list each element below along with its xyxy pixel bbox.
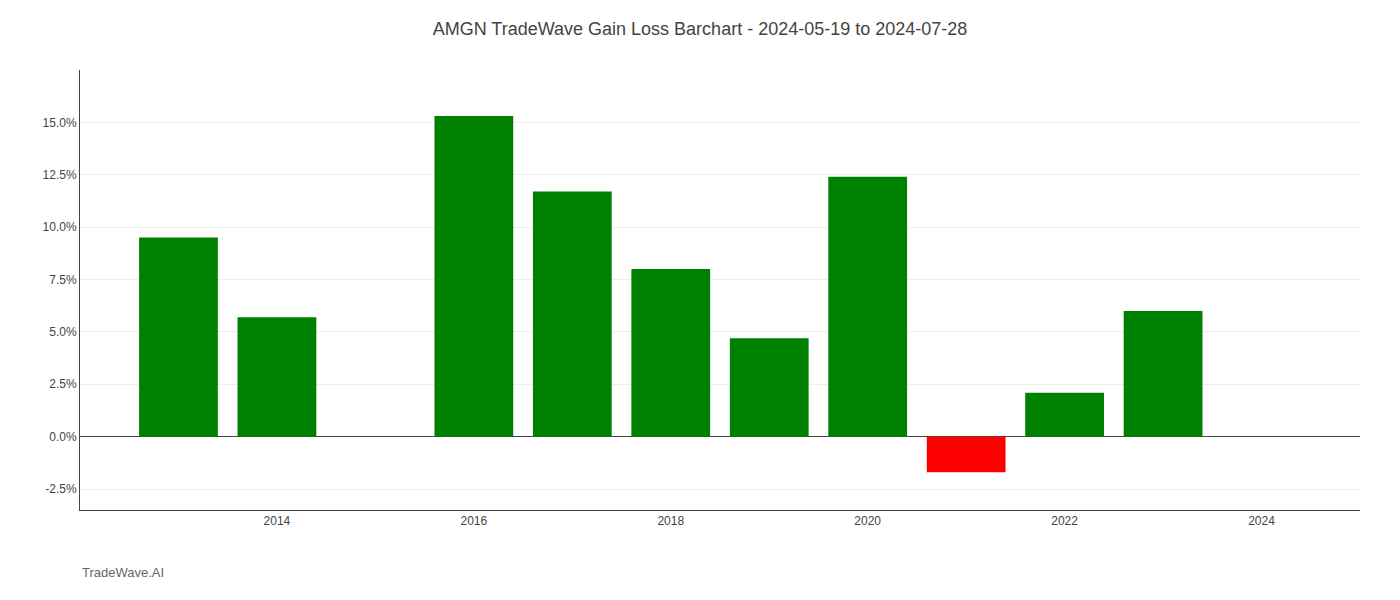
svg-text:12.5%: 12.5% xyxy=(43,168,77,182)
svg-text:0.0%: 0.0% xyxy=(49,430,77,444)
svg-text:7.5%: 7.5% xyxy=(49,273,77,287)
svg-text:10.0%: 10.0% xyxy=(43,220,77,234)
svg-text:2.5%: 2.5% xyxy=(49,377,77,391)
svg-text:AMGN TradeWave Gain Loss Barch: AMGN TradeWave Gain Loss Barchart - 2024… xyxy=(433,19,968,39)
svg-text:5.0%: 5.0% xyxy=(49,325,77,339)
svg-text:TradeWave.AI: TradeWave.AI xyxy=(82,565,164,580)
svg-text:2018: 2018 xyxy=(657,514,684,528)
svg-text:2014: 2014 xyxy=(264,514,291,528)
svg-text:15.0%: 15.0% xyxy=(43,116,77,130)
svg-text:2020: 2020 xyxy=(854,514,881,528)
svg-text:2022: 2022 xyxy=(1051,514,1078,528)
svg-text:2016: 2016 xyxy=(460,514,487,528)
svg-text:-2.5%: -2.5% xyxy=(45,482,77,496)
svg-text:2024: 2024 xyxy=(1248,514,1275,528)
